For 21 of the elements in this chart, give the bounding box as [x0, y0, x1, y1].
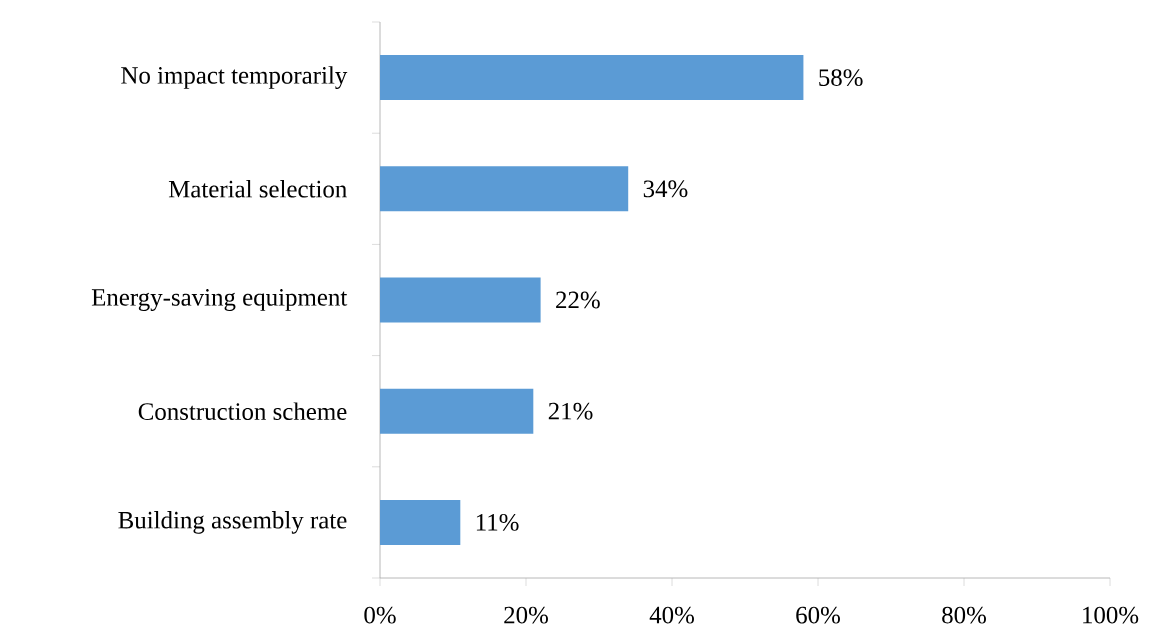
y-tick-label: Material selection	[168, 180, 347, 198]
data-label: 21%	[548, 402, 593, 420]
y-tick-label: Construction scheme	[138, 402, 347, 420]
x-tick-label: 80%	[942, 606, 986, 624]
bar	[380, 277, 541, 323]
x-tick-label: 40%	[649, 606, 694, 624]
y-tick-label: Building assembly rate	[118, 511, 347, 534]
data-label: 11%	[476, 513, 519, 531]
x-tick-label: 20%	[504, 606, 548, 624]
data-label: 34%	[643, 180, 688, 198]
x-tick-label: 0%	[364, 606, 396, 624]
y-tick-label: Energy-saving equipment	[91, 289, 348, 311]
x-tick-label: 100%	[1083, 606, 1139, 624]
bar	[380, 499, 461, 545]
bar	[380, 55, 804, 101]
y-tick-label: No impact temporarily	[121, 66, 348, 89]
x-tick-label: 60%	[796, 606, 840, 624]
data-label: 58%	[819, 69, 863, 87]
bar	[380, 166, 629, 212]
bar	[380, 388, 534, 434]
data-label: 22%	[556, 291, 600, 309]
